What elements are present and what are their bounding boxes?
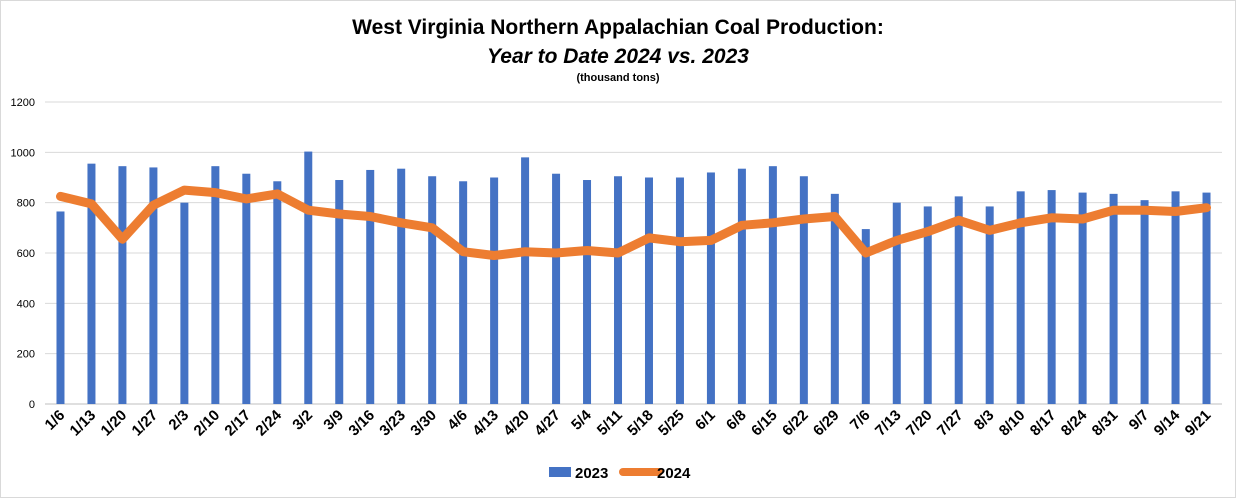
x-tick-label: 7/13 (872, 407, 905, 440)
x-tick-label: 7/20 (903, 407, 936, 440)
bar-2023 (985, 206, 994, 404)
chart-title: West Virginia Northern Appalachian Coal … (352, 16, 884, 39)
x-tick-label: 1/13 (67, 407, 100, 440)
bars-2023 (56, 151, 1211, 404)
bar-2023 (149, 167, 158, 404)
y-tick-label: 600 (17, 248, 35, 260)
x-tick-label: 1/20 (98, 407, 131, 440)
gridlines (45, 101, 1222, 405)
x-tick-label: 7/27 (934, 407, 967, 440)
bar-2023 (273, 181, 282, 404)
bar-2023 (521, 157, 530, 404)
bar-2023 (335, 180, 344, 404)
bar-2023 (118, 166, 127, 404)
bar-2023 (861, 229, 870, 404)
x-tick-label: 9/14 (1151, 406, 1184, 439)
x-tick-label: 3/9 (320, 407, 347, 434)
bar-2023 (892, 202, 901, 404)
bar-2023 (56, 211, 65, 404)
line-series-2024 (56, 185, 1211, 260)
bar-2023 (675, 177, 684, 404)
bar-2023 (954, 196, 963, 404)
x-tick-label: 4/27 (531, 407, 564, 440)
bar-2023 (737, 168, 746, 404)
x-tick-label: 3/30 (407, 407, 440, 440)
bar-2023 (644, 177, 653, 404)
legend-label-2023: 2023 (575, 465, 608, 482)
x-tick-label: 9/21 (1182, 407, 1215, 440)
bar-2023 (397, 168, 406, 404)
x-tick-label: 6/1 (692, 407, 719, 434)
bar-2023 (1140, 200, 1149, 404)
units-note: (thousand tons) (576, 72, 659, 84)
bar-2023 (1047, 190, 1056, 404)
x-tick-label: 6/29 (810, 407, 843, 440)
x-tick-label: 7/6 (847, 407, 874, 434)
y-tick-label: 1000 (11, 147, 35, 159)
y-tick-label: 1200 (11, 97, 35, 109)
x-tick-label: 2/10 (191, 407, 224, 440)
x-tick-label: 4/20 (500, 407, 533, 440)
x-tick-label: 3/2 (289, 407, 316, 434)
x-tick-label: 1/6 (42, 407, 69, 434)
y-axis-ticks: 0 200 400 600 800 1000 1200 (11, 97, 35, 411)
bar-2023 (706, 172, 715, 404)
chart-subtitle: Year to Date 2024 vs. 2023 (487, 45, 749, 68)
x-tick-label: 2/3 (165, 407, 192, 434)
bar-2023 (304, 151, 313, 404)
bar-2023 (428, 176, 437, 404)
bar-2023 (366, 169, 375, 404)
bar-2023 (1109, 193, 1118, 404)
bar-2023 (1078, 192, 1087, 404)
bar-2023 (87, 163, 96, 404)
x-tick-label: 6/22 (779, 407, 812, 440)
x-tick-label: 9/7 (1126, 407, 1153, 434)
legend-label-2024: 2024 (657, 465, 691, 482)
y-tick-label: 0 (29, 399, 35, 411)
bar-2023 (552, 173, 561, 404)
legend: 2023 2024 (549, 465, 691, 482)
x-tick-label: 6/8 (723, 407, 750, 434)
x-tick-label: 5/4 (568, 406, 595, 433)
x-tick-label: 8/10 (996, 407, 1029, 440)
bar-2023 (799, 176, 808, 404)
x-tick-label: 6/15 (748, 407, 781, 440)
bar-2023 (1202, 192, 1211, 404)
x-tick-label: 5/18 (624, 407, 657, 440)
bar-2023 (768, 166, 777, 404)
bar-2023 (1016, 191, 1025, 404)
bar-2023 (180, 202, 189, 404)
legend-swatch-2023 (549, 467, 571, 477)
bar-2023 (583, 180, 592, 404)
x-tick-label: 2/24 (252, 406, 285, 439)
x-tick-label: 2/17 (221, 407, 254, 440)
x-axis-ticks: 1/61/131/201/27 2/32/102/172/24 3/2 3/93/16… (42, 406, 1215, 439)
bar-2023 (1171, 191, 1180, 404)
bar-2023 (614, 176, 623, 404)
x-tick-label: 4/13 (469, 407, 502, 440)
x-tick-label: 3/23 (376, 407, 409, 440)
line-2024 (56, 185, 1211, 260)
x-tick-label: 5/11 (594, 407, 626, 439)
bar-2023 (211, 166, 220, 404)
bar-2023 (830, 193, 839, 404)
x-tick-label: 4/6 (444, 407, 471, 434)
bar-2023 (459, 181, 468, 404)
bar-2023 (490, 177, 499, 404)
x-tick-label: 3/16 (345, 407, 378, 440)
x-tick-label: 1/27 (129, 407, 162, 440)
x-tick-label: 5/25 (655, 407, 688, 440)
bar-2023 (242, 173, 251, 404)
y-tick-label: 800 (17, 198, 35, 210)
x-tick-label: 8/3 (971, 407, 998, 434)
bar-2023 (923, 206, 932, 404)
y-tick-label: 200 (17, 349, 35, 361)
x-tick-label: 8/24 (1058, 406, 1091, 439)
y-tick-label: 400 (17, 298, 35, 310)
x-tick-label: 8/17 (1027, 407, 1060, 440)
x-tick-label: 8/31 (1089, 407, 1122, 440)
